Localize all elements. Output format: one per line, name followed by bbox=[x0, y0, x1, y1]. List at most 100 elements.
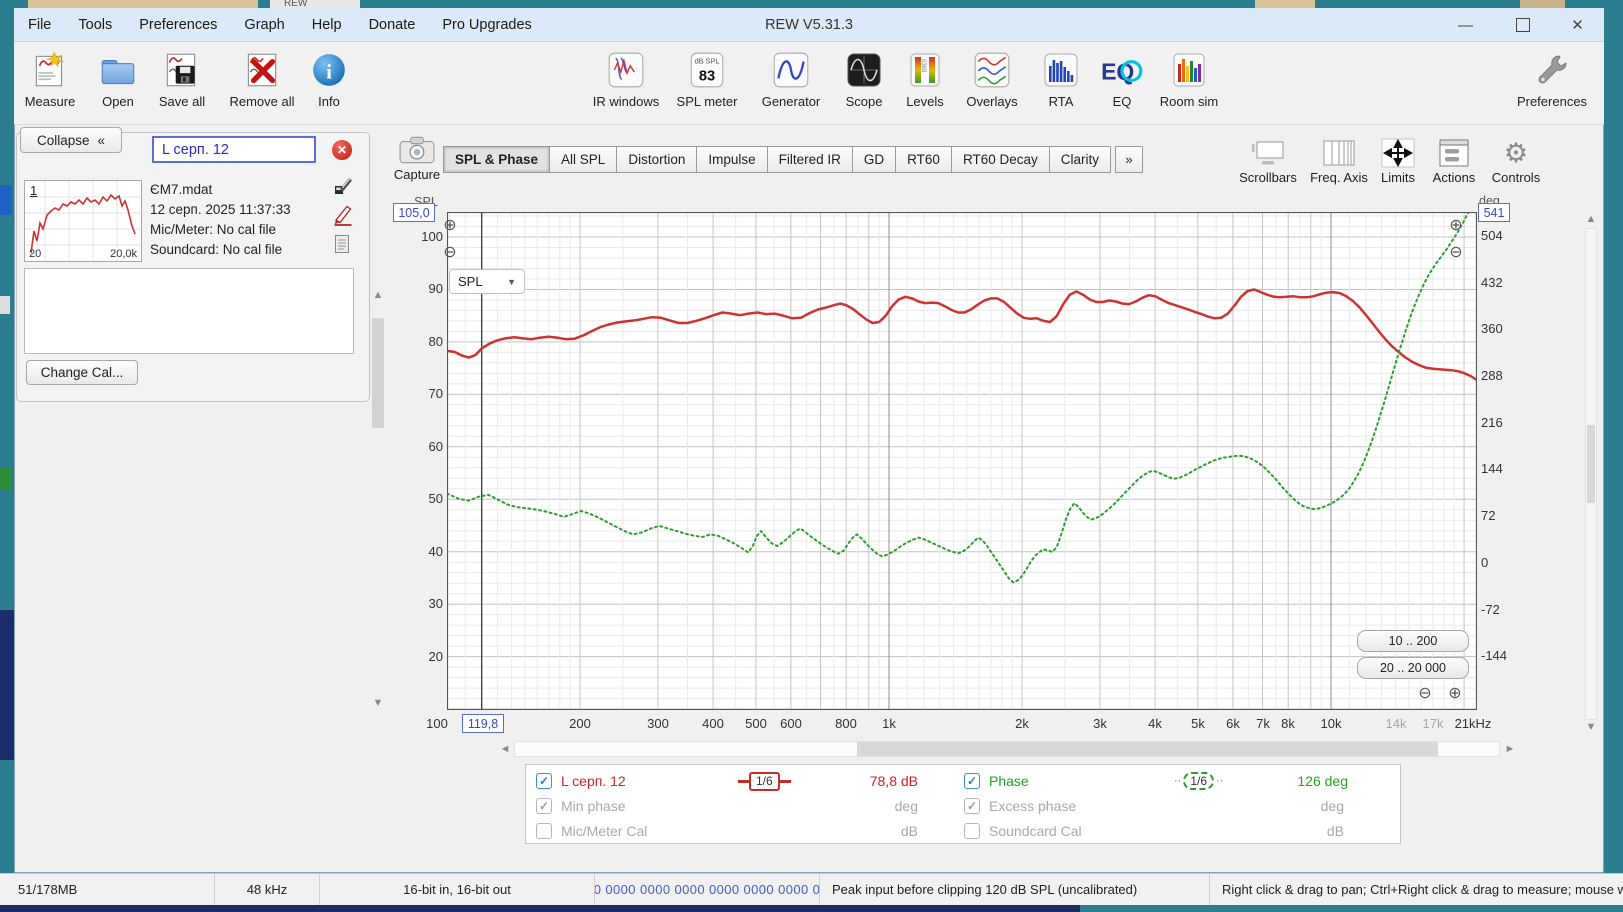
left-axis-top-value[interactable]: 105,0 bbox=[393, 203, 435, 222]
right-axis-tick: 144 bbox=[1481, 461, 1503, 476]
tab-distortion[interactable]: Distortion bbox=[617, 146, 698, 173]
plot-h-scrollbar[interactable] bbox=[514, 741, 1500, 757]
plot-scroll-down[interactable]: ▼ bbox=[1585, 721, 1597, 733]
plot-h-scrollbar-thumb[interactable] bbox=[857, 742, 1438, 756]
actions-button[interactable]: Actions bbox=[1415, 136, 1493, 192]
tab-clarity[interactable]: Clarity bbox=[1049, 146, 1112, 173]
sidebar-scroll-up[interactable]: ▲ bbox=[372, 289, 384, 301]
x-axis-tick: 14k bbox=[1385, 716, 1407, 731]
measurement-thumbnail[interactable]: 1 20 20,0k bbox=[24, 180, 142, 262]
spl-meter-icon: dB SPL 83 bbox=[686, 48, 728, 92]
plot-scroll-up[interactable]: ▲ bbox=[1585, 213, 1597, 225]
generator-button[interactable]: Generator bbox=[751, 48, 831, 120]
menu-help[interactable]: Help bbox=[311, 17, 342, 33]
x-axis-tick: 8k bbox=[1281, 716, 1295, 731]
minimize-button[interactable]: — bbox=[1442, 8, 1489, 42]
sidebar-scroll-down[interactable]: ▼ bbox=[372, 697, 384, 709]
limits-button[interactable]: Limits bbox=[1359, 136, 1437, 192]
plot-v-scrollbar[interactable] bbox=[1585, 228, 1597, 720]
info-button[interactable]: i Info bbox=[284, 48, 374, 120]
tab-rt60-decay[interactable]: RT60 Decay bbox=[951, 146, 1050, 173]
tab-gd[interactable]: GD bbox=[852, 146, 897, 173]
freq-axis-button[interactable]: Freq. Axis bbox=[1297, 136, 1381, 192]
range-20-20000-button[interactable]: 20 .. 20 000 bbox=[1357, 657, 1469, 679]
remove-all-button[interactable]: Remove all bbox=[217, 48, 307, 120]
eq-button[interactable]: EQ EQ bbox=[1086, 48, 1158, 120]
scope-button[interactable]: Scope bbox=[828, 48, 900, 120]
rta-button[interactable]: RTA bbox=[1025, 48, 1097, 120]
left-axis-tick: 60 bbox=[428, 439, 443, 454]
x-axis-tick: 100 bbox=[426, 716, 448, 731]
delete-measurement-button[interactable]: ✕ bbox=[332, 140, 352, 160]
trace-colour-icon[interactable] bbox=[333, 204, 353, 226]
preferences-button[interactable]: Preferences bbox=[1507, 48, 1597, 120]
menu-pro-upgrades[interactable]: Pro Upgrades bbox=[442, 17, 532, 33]
phase-checkbox[interactable]: ✓ bbox=[964, 773, 980, 789]
change-cal-button[interactable]: Change Cal... bbox=[26, 360, 138, 385]
mic-cal-checkbox[interactable] bbox=[536, 823, 552, 839]
open-button[interactable]: Open bbox=[73, 48, 163, 120]
left-axis-tick: 100 bbox=[421, 229, 443, 244]
right-axis-top-value[interactable]: 541 bbox=[1478, 203, 1510, 222]
ir-windows-button[interactable]: IR windows bbox=[586, 48, 666, 120]
phase-smoothing-badge[interactable]: ·· 1/6 ·· bbox=[1174, 772, 1224, 790]
right-y-zoom-out-icon[interactable]: ⊖ bbox=[1449, 244, 1463, 261]
plot-scroll-left[interactable]: ◄ bbox=[499, 743, 511, 755]
measurement-name-input[interactable]: L серп. 12 bbox=[152, 136, 316, 163]
min-phase-checkbox[interactable]: ✓ bbox=[536, 798, 552, 814]
menu-tools[interactable]: Tools bbox=[78, 17, 113, 33]
actions-icon bbox=[1436, 136, 1472, 170]
controls-button[interactable]: ⚙ Controls bbox=[1491, 137, 1541, 186]
capture-button[interactable] bbox=[398, 134, 438, 166]
tab-impulse[interactable]: Impulse bbox=[697, 146, 768, 173]
collapse-button[interactable]: Collapse « bbox=[20, 127, 122, 153]
tab-all-spl[interactable]: All SPL bbox=[550, 146, 618, 173]
menu-donate[interactable]: Donate bbox=[368, 17, 416, 33]
menu-file[interactable]: File bbox=[28, 17, 52, 33]
plot-v-scrollbar-thumb[interactable] bbox=[1587, 425, 1595, 503]
spl-smoothing-badge[interactable]: 1/6 bbox=[738, 772, 791, 791]
tab-filtered-ir[interactable]: Filtered IR bbox=[767, 146, 853, 173]
edit-cal-icon[interactable] bbox=[333, 176, 353, 196]
measure-button[interactable]: Measure bbox=[5, 48, 95, 120]
generator-icon bbox=[770, 48, 812, 92]
sidebar-scrollbar-thumb[interactable] bbox=[372, 318, 384, 428]
close-button[interactable]: ✕ bbox=[1554, 8, 1601, 42]
status-bar: 51/178MB 48 kHz 16-bit in, 16-bit out 00… bbox=[0, 873, 1623, 905]
rta-icon bbox=[1041, 48, 1081, 92]
y-zoom-out-icon[interactable]: ⊖ bbox=[443, 244, 457, 261]
spl-checkbox[interactable]: ✓ bbox=[536, 773, 552, 789]
right-y-zoom-in-icon[interactable]: ⊕ bbox=[1449, 217, 1463, 234]
overlays-icon bbox=[971, 48, 1013, 92]
x-zoom-in-icon[interactable]: ⊕ bbox=[1448, 685, 1462, 702]
menu-graph[interactable]: Graph bbox=[244, 17, 285, 33]
scrollbars-toggle[interactable]: Scrollbars bbox=[1226, 136, 1310, 192]
range-10-200-button[interactable]: 10 .. 200 bbox=[1357, 630, 1469, 652]
legend-row-excess-phase: ✓ Excess phase bbox=[964, 795, 1076, 817]
spl-phase-plot[interactable] bbox=[447, 212, 1477, 710]
legend-row-mic-cal: Mic/Meter Cal bbox=[536, 820, 647, 842]
collapse-chevrons-icon: « bbox=[97, 132, 106, 148]
background-fragment bbox=[0, 296, 10, 314]
maximize-button[interactable] bbox=[1499, 8, 1546, 42]
levels-icon: 0369 bbox=[905, 48, 945, 92]
measurement-mic-cal: Mic/Meter: No cal file bbox=[150, 222, 277, 237]
tabs-overflow-button[interactable]: » bbox=[1115, 146, 1144, 173]
soundcard-cal-checkbox[interactable] bbox=[964, 823, 980, 839]
y-zoom-in-icon[interactable]: ⊕ bbox=[443, 217, 457, 234]
save-all-button[interactable]: Save all bbox=[137, 48, 227, 120]
excess-phase-checkbox[interactable]: ✓ bbox=[964, 798, 980, 814]
menu-preferences[interactable]: Preferences bbox=[139, 17, 218, 33]
levels-button[interactable]: 0369 Levels bbox=[889, 48, 961, 120]
x-zoom-out-icon[interactable]: ⊖ bbox=[1418, 685, 1432, 702]
measurement-notes-box[interactable] bbox=[24, 268, 354, 354]
plot-scroll-right[interactable]: ► bbox=[1504, 743, 1516, 755]
legend-row-spl: ✓ L серп. 12 bbox=[536, 770, 626, 792]
overlays-button[interactable]: Overlays bbox=[952, 48, 1032, 120]
notes-icon[interactable] bbox=[333, 234, 353, 254]
spl-meter-button[interactable]: dB SPL 83 SPL meter bbox=[667, 48, 747, 120]
tab-spl-phase[interactable]: SPL & Phase bbox=[443, 146, 551, 173]
tab-rt60[interactable]: RT60 bbox=[896, 146, 952, 173]
trace-select-dropdown[interactable]: SPL ▼ bbox=[449, 269, 525, 294]
room-sim-button[interactable]: Room sim bbox=[1149, 48, 1229, 120]
